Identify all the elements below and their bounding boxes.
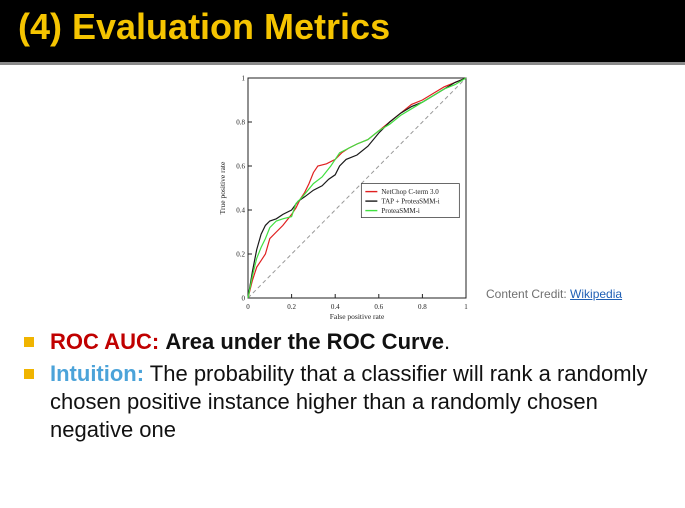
- bullet-roc-auc: ROC AUC: Area under the ROC Curve.: [22, 328, 672, 356]
- credit-link-wikipedia[interactable]: Wikipedia: [570, 287, 623, 301]
- title-divider: [0, 62, 685, 65]
- y-tick-label: 0.8: [236, 119, 245, 127]
- slide-title: (4) Evaluation Metrics: [18, 6, 391, 47]
- y-tick-label: 0.4: [236, 207, 245, 215]
- roc-chart: 0 0.2 0.4 0.6 0.8 1 0 0.2 0.4 0.6 0.8 1 False positi…: [218, 75, 468, 322]
- legend-entry: NetChop C-term 3.0: [381, 188, 439, 196]
- bullet-term: ROC AUC:: [50, 329, 160, 354]
- bullet-suffix: .: [444, 329, 451, 354]
- x-tick-label: 0.6: [374, 303, 383, 311]
- bullet-term: Intuition:: [50, 361, 145, 386]
- y-tick-label: 0.2: [236, 251, 245, 259]
- x-tick-label: 0.4: [331, 303, 340, 311]
- x-tick-label: 1: [464, 303, 468, 311]
- y-axis-label: True positive rate: [218, 161, 227, 214]
- bullet-intuition: Intuition: The probability that a classi…: [22, 360, 672, 444]
- series-line-2: [247, 77, 467, 299]
- legend: NetChop C-term 3.0 TAP + ProteaSMM-iProte…: [360, 183, 460, 218]
- x-tick-label: 0.8: [418, 303, 427, 311]
- credit-prefix: Content Credit:: [486, 287, 571, 301]
- x-axis-label: False positive rate: [330, 312, 385, 321]
- bullet-square-icon: [24, 369, 34, 379]
- x-tick-label: 0: [246, 303, 250, 311]
- y-tick-label: 0.6: [236, 163, 245, 171]
- content-credit: Content Credit: Wikipedia: [486, 287, 622, 301]
- legend-box: [360, 183, 460, 218]
- title-bar: (4) Evaluation Metrics: [0, 0, 685, 62]
- x-tick-label: 0.2: [287, 303, 296, 311]
- bullet-text: The probability that a classifier will r…: [50, 361, 648, 442]
- legend-entry: TAP + ProteaSMM-i: [381, 198, 439, 206]
- legend-entry: ProteaSMM-i: [381, 207, 420, 215]
- series-line-1: [247, 77, 467, 299]
- y-tick-label: 1: [242, 75, 246, 83]
- bullet-text: Area under the ROC Curve: [165, 329, 445, 354]
- bullet-list: ROC AUC: Area under the ROC Curve. Intui…: [22, 328, 672, 448]
- diagonal-reference-line: [247, 77, 467, 299]
- series-line-0: [247, 77, 467, 299]
- bullet-square-icon: [24, 337, 34, 347]
- y-tick-label: 0: [242, 295, 246, 303]
